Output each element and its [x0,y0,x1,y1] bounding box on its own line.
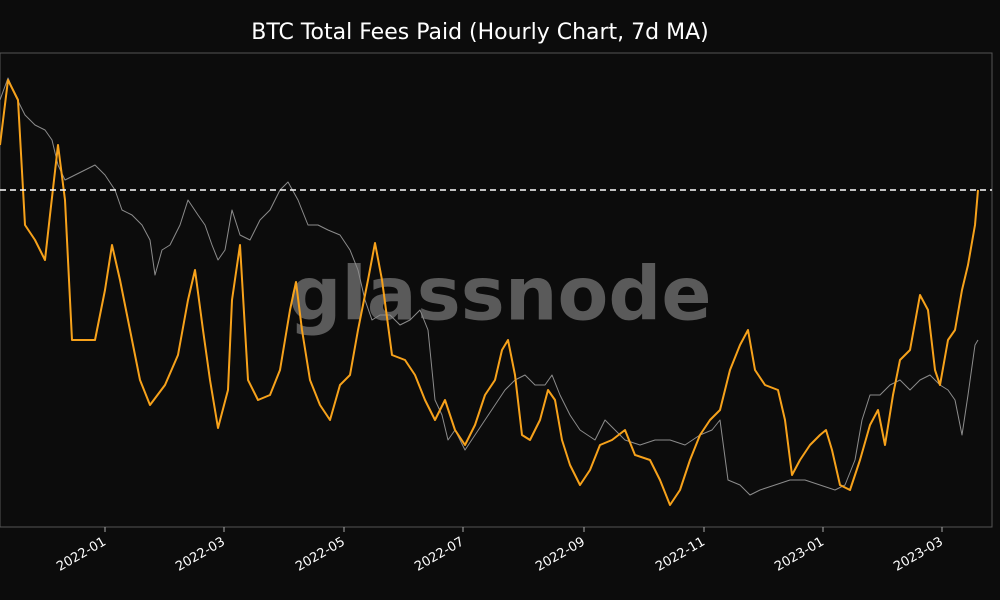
price-line [0,77,979,496]
chart-title: BTC Total Fees Paid (Hourly Chart, 7d MA… [251,20,709,45]
fees-line [0,79,979,506]
plot-frame [0,52,993,528]
watermark: glassnode [288,252,711,338]
